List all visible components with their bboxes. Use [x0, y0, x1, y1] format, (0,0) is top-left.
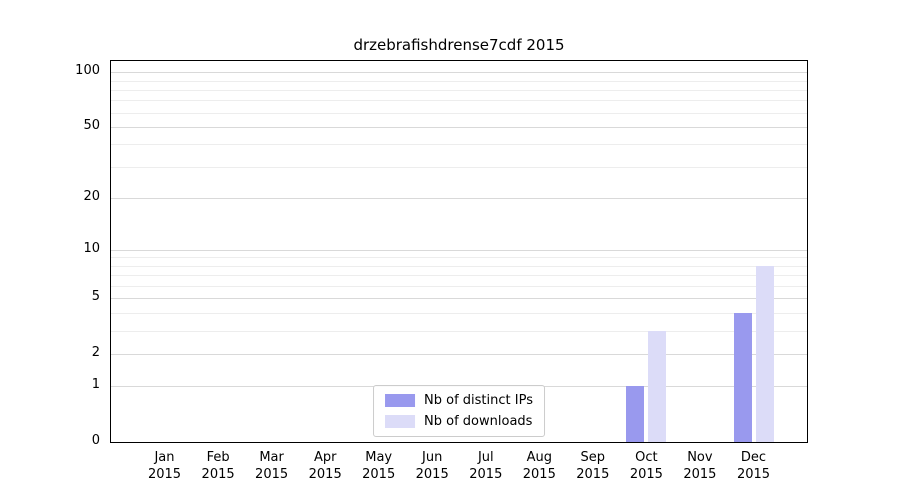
legend-swatch-downloads — [385, 415, 416, 428]
bar-downloads — [648, 330, 667, 442]
gridline-major — [111, 72, 807, 74]
gridline-minor — [111, 330, 807, 332]
gridline-minor — [111, 275, 807, 277]
x-tick-label: Jul 2015 — [469, 450, 503, 482]
x-tick-label: Jun 2015 — [415, 450, 449, 482]
y-tick-label: 1 — [91, 377, 100, 393]
legend-item: Nb of downloads — [385, 414, 533, 429]
x-tick-label: Nov 2015 — [683, 450, 717, 482]
x-tick-label: Feb 2015 — [201, 450, 235, 482]
y-tick-label: 100 — [75, 63, 100, 79]
gridline-major — [111, 353, 807, 355]
x-tick-label: Dec 2015 — [736, 450, 771, 482]
bar-distinct-ips — [626, 386, 645, 442]
chart-title: drzebrafishdrense7cdf 2015 — [353, 36, 565, 54]
x-tick-label: May 2015 — [362, 450, 396, 482]
bar-downloads — [755, 265, 774, 442]
x-tick-label: Oct 2015 — [629, 450, 663, 482]
gridline-minor — [111, 265, 807, 267]
legend-item: Nb of distinct IPs — [385, 393, 533, 408]
gridline-major — [111, 198, 807, 199]
y-tick-label: 50 — [83, 117, 100, 133]
legend-label: Nb of downloads — [424, 414, 533, 429]
y-tick-label: 10 — [83, 240, 100, 256]
gridline-major — [111, 298, 807, 300]
x-tick-label: Jan 2015 — [147, 450, 182, 482]
gridline-minor — [111, 100, 807, 102]
y-tick-label: 2 — [91, 344, 100, 360]
x-tick-label: Sep 2015 — [576, 450, 610, 482]
x-tick-label: Mar 2015 — [255, 450, 289, 482]
plot-area: Nb of distinct IPs Nb of downloads — [110, 60, 808, 443]
y-tick-label: 5 — [91, 289, 100, 305]
legend-label: Nb of distinct IPs — [424, 393, 533, 408]
gridline-minor — [111, 89, 807, 91]
gridline-minor — [111, 144, 807, 146]
gridline-minor — [111, 80, 807, 82]
gridline-major — [111, 249, 807, 251]
gridline-minor — [111, 257, 807, 259]
gridline-minor — [111, 286, 807, 287]
gridline-minor — [111, 112, 807, 114]
gridline-minor — [111, 166, 807, 168]
legend: Nb of distinct IPs Nb of downloads — [373, 385, 545, 437]
y-tick-label: 20 — [83, 189, 100, 204]
y-tick-label: 0 — [91, 433, 100, 448]
x-tick-label: Apr 2015 — [308, 450, 342, 482]
x-tick-label: Aug 2015 — [522, 450, 556, 482]
gridline-minor — [111, 313, 807, 314]
legend-swatch-distinct-ips — [385, 394, 416, 407]
bar-distinct-ips — [733, 313, 752, 442]
gridline-major — [111, 126, 807, 128]
